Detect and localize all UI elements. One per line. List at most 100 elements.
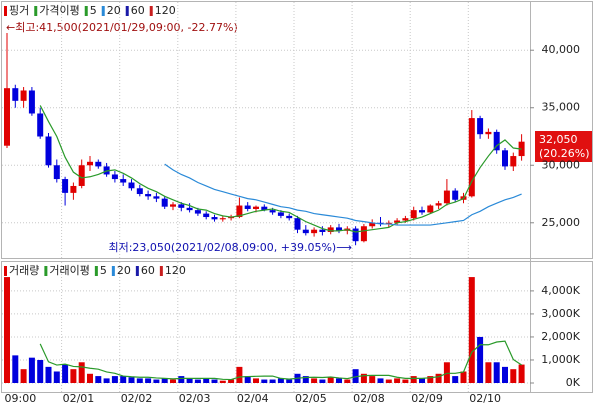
y-tick-label: 25,000 xyxy=(542,216,581,229)
candle-body xyxy=(37,113,44,137)
volume-bar xyxy=(28,357,35,383)
legend-marker xyxy=(149,6,153,16)
candle-body xyxy=(12,88,19,101)
candle-body xyxy=(95,161,102,167)
legend-entry: 5 xyxy=(100,264,107,277)
legend-marker xyxy=(34,6,38,16)
volume-bar xyxy=(128,377,135,383)
candle-body xyxy=(20,90,27,101)
volume-bar xyxy=(311,378,318,383)
volume-bar xyxy=(103,378,110,383)
candle-body xyxy=(53,165,60,180)
volume-bar xyxy=(12,355,19,383)
legend-entry: 20 xyxy=(117,264,131,277)
candle-body xyxy=(435,203,442,206)
volume-bar xyxy=(410,376,417,383)
volume-bar xyxy=(228,379,235,383)
volume-bar xyxy=(518,364,525,383)
volume-bar xyxy=(336,378,342,383)
volume-bar xyxy=(269,379,276,383)
x-tick-label: 02/08 xyxy=(353,392,385,405)
candle-body xyxy=(145,194,152,197)
volume-bar xyxy=(360,373,367,383)
candle-body xyxy=(327,227,334,232)
legend-entry: 5 xyxy=(90,4,97,17)
volume-bar xyxy=(419,378,425,383)
volume-bar xyxy=(53,371,60,383)
volume-bar xyxy=(435,373,442,383)
volume-bar xyxy=(302,376,309,383)
price-panel xyxy=(1,1,593,259)
volume-bar xyxy=(111,376,118,383)
volume-bar xyxy=(502,366,508,383)
legend-marker xyxy=(44,266,48,276)
last-change: (20.26%) xyxy=(539,147,590,160)
volume-bar xyxy=(20,369,27,383)
volume-bar xyxy=(4,277,10,383)
legend-marker xyxy=(4,266,7,276)
last-price-box xyxy=(535,131,592,162)
volume-bar xyxy=(443,362,450,383)
candle-body xyxy=(244,205,251,209)
legend-ma-label: 거래이평 xyxy=(49,264,89,277)
candle-body xyxy=(194,210,201,214)
volume-bar xyxy=(78,362,85,383)
volume-bar xyxy=(427,376,434,383)
candle-body xyxy=(410,210,417,219)
volume-bar xyxy=(87,373,93,383)
candle-body xyxy=(111,174,118,180)
volume-bar xyxy=(95,376,102,383)
volume-bar xyxy=(70,369,77,383)
legend-marker xyxy=(84,6,88,16)
candle-body xyxy=(427,205,434,213)
volume-bar xyxy=(236,366,243,383)
candle-body xyxy=(219,218,226,220)
last-price: 32,050 xyxy=(539,133,578,146)
candle-body xyxy=(468,118,475,197)
candle-body xyxy=(170,204,176,207)
legend-marker xyxy=(94,266,98,276)
high-annotation: ←최고:41,500(2021/01/29,09:00, -22.77%) xyxy=(6,21,238,34)
legend-ma-label: 가격이평 xyxy=(39,4,79,17)
legend-title: 핑거 xyxy=(9,4,29,17)
volume-bar xyxy=(452,376,459,383)
volume-bar xyxy=(261,379,268,383)
volume-bar xyxy=(203,378,210,383)
candle-body xyxy=(402,218,409,221)
y-tick-label: 2,000K xyxy=(541,330,580,343)
volume-bar xyxy=(37,359,44,383)
candle-body xyxy=(253,206,259,209)
x-tick-label: 02/09 xyxy=(411,392,443,405)
candle-body xyxy=(161,198,168,207)
volume-bar xyxy=(327,377,334,383)
candle-body xyxy=(28,90,35,114)
candle-body xyxy=(302,229,309,234)
candle-body xyxy=(443,190,450,204)
volume-bar xyxy=(493,362,500,383)
volume-bar xyxy=(460,371,467,383)
y-tick-label: 30,000 xyxy=(542,158,581,171)
volume-bar xyxy=(402,379,409,383)
candle-body xyxy=(269,210,276,213)
candle-body xyxy=(502,150,508,167)
candle-body xyxy=(510,156,517,167)
volume-bar xyxy=(62,364,69,383)
volume-bar xyxy=(211,379,218,383)
candle-body xyxy=(277,212,284,216)
candle-body xyxy=(62,179,69,193)
ma-line xyxy=(164,163,522,226)
candle-body xyxy=(394,220,401,223)
volume-bar xyxy=(253,378,259,383)
candle-body xyxy=(311,229,318,234)
legend-entry: 120 xyxy=(155,4,176,17)
x-tick-label: 02/10 xyxy=(469,392,501,405)
candle-body xyxy=(286,215,293,219)
volume-bar xyxy=(219,380,226,383)
x-tick-label: 09:00 xyxy=(5,392,37,405)
candle-body xyxy=(70,185,77,193)
legend-title: 거래량 xyxy=(9,264,39,277)
legend-entry: 60 xyxy=(141,264,155,277)
volume-bar xyxy=(319,379,326,383)
